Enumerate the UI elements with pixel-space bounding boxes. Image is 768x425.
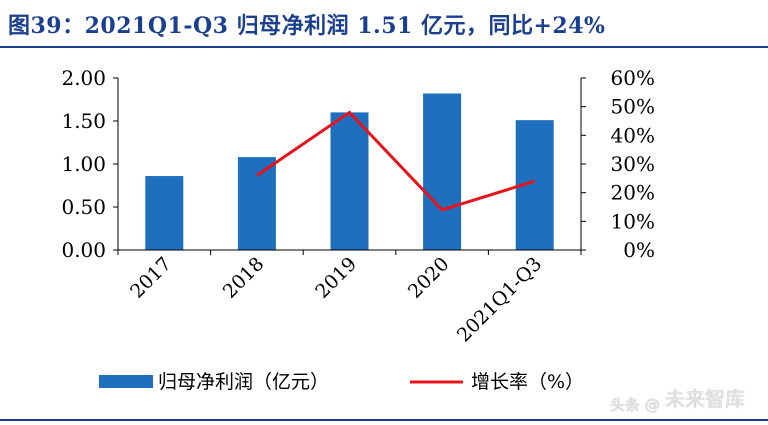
right-tick-label: 30% [611, 152, 655, 176]
legend-bar-swatch [99, 375, 153, 388]
bar-2020 [423, 93, 462, 250]
left-tick-label: 0.50 [61, 195, 106, 219]
right-tick-label: 10% [611, 209, 655, 233]
figure-title: 图39：2021Q1-Q3 归母净利润 1.51 亿元，同比+24% [8, 13, 606, 39]
right-tick-label: 40% [611, 123, 655, 147]
growth-line [256, 110, 536, 212]
watermark-source: 头条 @ [610, 396, 660, 414]
x-tick-label: 2017 [126, 253, 176, 303]
footer-divider [0, 419, 768, 421]
x-tick-label: 2018 [219, 253, 269, 303]
title-divider [0, 46, 768, 48]
right-tick-label: 60% [611, 66, 655, 90]
left-tick-label: 2.00 [61, 66, 106, 90]
legend-bar-label: 归母净利润（亿元） [158, 371, 329, 393]
watermark-brand: 未来智库 [665, 387, 745, 411]
legend-line-label: 增长率（%） [471, 371, 584, 393]
right-tick-label: 0% [623, 238, 655, 262]
bar-2019 [330, 112, 369, 251]
x-tick-label: 2020 [404, 253, 454, 303]
x-tick-label: 2021Q1-Q3 [453, 253, 546, 346]
x-tick-label: 2019 [311, 253, 361, 303]
left-tick-label: 0.00 [61, 238, 106, 262]
right-tick-label: 20% [611, 181, 655, 205]
right-tick-label: 50% [611, 95, 655, 119]
bar-2017 [145, 176, 184, 250]
left-tick-label: 1.00 [61, 152, 106, 176]
bar-2018 [237, 157, 276, 250]
left-tick-label: 1.50 [61, 109, 106, 133]
